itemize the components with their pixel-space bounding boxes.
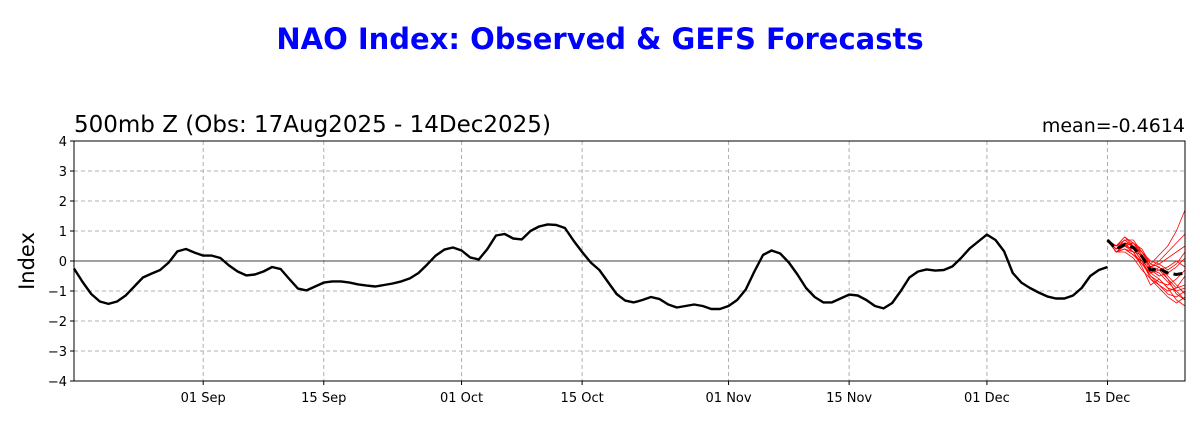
chart-title: NAO Index: Observed & GEFS Forecasts	[276, 22, 924, 56]
x-tick-label: 01 Nov	[706, 391, 752, 406]
x-tick-label: 01 Sep	[181, 391, 226, 406]
y-tick-label: −2	[48, 315, 67, 330]
ensemble-member-line	[1107, 239, 1186, 304]
ensemble-members-layer	[1107, 209, 1186, 307]
ensemble-member-line	[1107, 239, 1186, 298]
x-tick-label: 15 Dec	[1085, 391, 1131, 406]
chart-subtitle: 500mb Z (Obs: 17Aug2025 - 14Dec2025)	[74, 112, 551, 138]
y-tick-label: −4	[48, 375, 67, 390]
mean-label: mean=-0.4614	[1042, 115, 1185, 137]
y-ticks: −4 −3 −2 −1 0 1 2 3 4	[48, 135, 74, 390]
y-tick-label: 2	[59, 195, 67, 210]
ensemble-member-line	[1107, 239, 1186, 268]
y-tick-label: 4	[59, 135, 67, 150]
ensemble-mean-line	[1106, 238, 1186, 277]
observed-line	[72, 223, 1108, 311]
x-tick-label: 15 Nov	[826, 391, 872, 406]
y-tick-label: 0	[59, 255, 67, 270]
x-tick-label: 01 Oct	[440, 391, 483, 406]
y-axis-label: Index	[15, 232, 39, 290]
ensemble-member-line	[1107, 239, 1186, 301]
ensemble-member-line	[1107, 236, 1186, 295]
ensemble-mean-layer	[1106, 238, 1186, 277]
x-tick-label: 01 Dec	[964, 391, 1010, 406]
x-tick-label: 15 Oct	[561, 391, 604, 406]
x-tick-label: 15 Sep	[301, 391, 346, 406]
y-tick-label: −1	[48, 285, 67, 300]
y-tick-label: 3	[59, 165, 67, 180]
y-tick-label: −3	[48, 345, 67, 360]
y-tick-label: 1	[59, 225, 67, 240]
observed-layer	[72, 223, 1108, 311]
x-ticks: 01 Sep 15 Sep 01 Oct 15 Oct 01 Nov 15 Nov 01 D…	[181, 381, 1131, 406]
